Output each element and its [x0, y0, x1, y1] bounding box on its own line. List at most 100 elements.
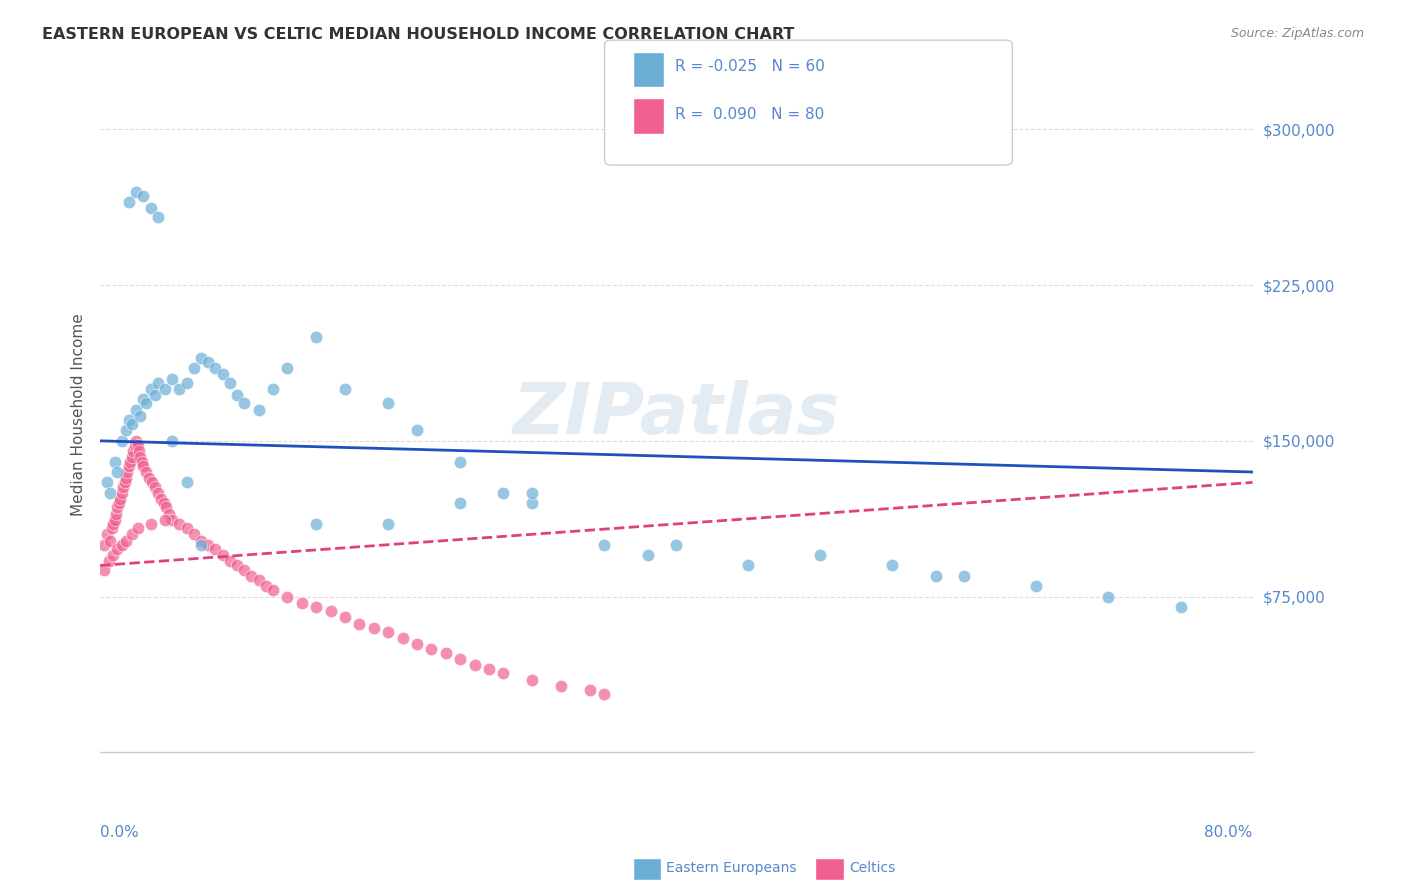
- Eastern Europeans: [169, 382, 191, 396]
- Eastern Europeans: [96, 475, 118, 490]
- Eastern Europeans: [197, 355, 219, 369]
- Celtics: [107, 541, 129, 556]
- Celtics: [391, 631, 413, 645]
- Celtics: [197, 538, 219, 552]
- Text: EASTERN EUROPEAN VS CELTIC MEDIAN HOUSEHOLD INCOME CORRELATION CHART: EASTERN EUROPEAN VS CELTIC MEDIAN HOUSEH…: [42, 27, 794, 42]
- Eastern Europeans: [135, 396, 157, 410]
- Celtics: [211, 548, 233, 562]
- Celtics: [98, 533, 121, 548]
- Eastern Europeans: [125, 185, 148, 199]
- Celtics: [226, 558, 249, 573]
- Celtics: [240, 569, 263, 583]
- Celtics: [141, 475, 163, 490]
- Celtics: [149, 491, 172, 506]
- Eastern Europeans: [247, 402, 270, 417]
- Eastern Europeans: [139, 201, 162, 215]
- Eastern Europeans: [808, 548, 831, 562]
- Celtics: [117, 465, 139, 479]
- Celtics: [190, 533, 212, 548]
- Eastern Europeans: [160, 371, 183, 385]
- Celtics: [377, 624, 399, 639]
- Eastern Europeans: [924, 569, 946, 583]
- Celtics: [122, 444, 145, 458]
- Eastern Europeans: [492, 485, 515, 500]
- Celtics: [135, 465, 157, 479]
- Celtics: [276, 590, 298, 604]
- Eastern Europeans: [449, 496, 471, 510]
- Celtics: [218, 554, 240, 568]
- Celtics: [121, 450, 143, 465]
- Celtics: [153, 513, 176, 527]
- Eastern Europeans: [637, 548, 659, 562]
- Celtics: [349, 616, 371, 631]
- Text: 80.0%: 80.0%: [1204, 825, 1253, 840]
- Eastern Europeans: [143, 388, 166, 402]
- Celtics: [143, 479, 166, 493]
- Celtics: [112, 479, 135, 493]
- Eastern Europeans: [377, 396, 399, 410]
- Celtics: [146, 485, 169, 500]
- Celtics: [93, 563, 115, 577]
- Celtics: [155, 500, 177, 515]
- Celtics: [138, 471, 160, 485]
- Eastern Europeans: [522, 485, 544, 500]
- Celtics: [100, 521, 122, 535]
- Eastern Europeans: [146, 210, 169, 224]
- Celtics: [93, 538, 115, 552]
- Celtics: [291, 596, 314, 610]
- Eastern Europeans: [226, 388, 249, 402]
- Celtics: [128, 444, 150, 458]
- Eastern Europeans: [665, 538, 688, 552]
- Text: Celtics: Celtics: [849, 861, 896, 875]
- Celtics: [115, 533, 138, 548]
- Celtics: [96, 527, 118, 541]
- Eastern Europeans: [1025, 579, 1047, 593]
- Celtics: [434, 646, 457, 660]
- Celtics: [118, 458, 141, 473]
- Eastern Europeans: [305, 516, 328, 531]
- Eastern Europeans: [139, 382, 162, 396]
- Celtics: [120, 455, 142, 469]
- Celtics: [319, 604, 342, 618]
- Eastern Europeans: [111, 434, 134, 448]
- Eastern Europeans: [211, 368, 233, 382]
- Celtics: [169, 516, 191, 531]
- Eastern Europeans: [377, 516, 399, 531]
- Eastern Europeans: [121, 417, 143, 432]
- Y-axis label: Median Household Income: Median Household Income: [72, 313, 86, 516]
- Eastern Europeans: [218, 376, 240, 390]
- Celtics: [115, 471, 138, 485]
- Text: Source: ZipAtlas.com: Source: ZipAtlas.com: [1230, 27, 1364, 40]
- Eastern Europeans: [204, 361, 226, 376]
- Eastern Europeans: [449, 455, 471, 469]
- Eastern Europeans: [132, 189, 155, 203]
- Eastern Europeans: [593, 538, 616, 552]
- Eastern Europeans: [190, 351, 212, 365]
- Celtics: [176, 521, 198, 535]
- Celtics: [160, 513, 183, 527]
- Celtics: [121, 527, 143, 541]
- Celtics: [305, 599, 328, 614]
- Eastern Europeans: [406, 424, 429, 438]
- Celtics: [363, 621, 385, 635]
- Celtics: [110, 491, 132, 506]
- Celtics: [97, 554, 120, 568]
- Text: ZIPatlas: ZIPatlas: [513, 380, 839, 450]
- Eastern Europeans: [107, 465, 129, 479]
- Eastern Europeans: [103, 455, 125, 469]
- Eastern Europeans: [132, 392, 155, 407]
- Celtics: [593, 687, 616, 701]
- Celtics: [101, 516, 124, 531]
- Celtics: [406, 637, 429, 651]
- Eastern Europeans: [953, 569, 976, 583]
- Text: R = -0.025   N = 60: R = -0.025 N = 60: [675, 60, 825, 74]
- Celtics: [101, 548, 124, 562]
- Celtics: [233, 563, 256, 577]
- Celtics: [111, 485, 134, 500]
- Eastern Europeans: [262, 382, 284, 396]
- Celtics: [114, 475, 136, 490]
- Eastern Europeans: [737, 558, 759, 573]
- Celtics: [183, 527, 205, 541]
- Celtics: [247, 573, 270, 587]
- Text: Eastern Europeans: Eastern Europeans: [666, 861, 797, 875]
